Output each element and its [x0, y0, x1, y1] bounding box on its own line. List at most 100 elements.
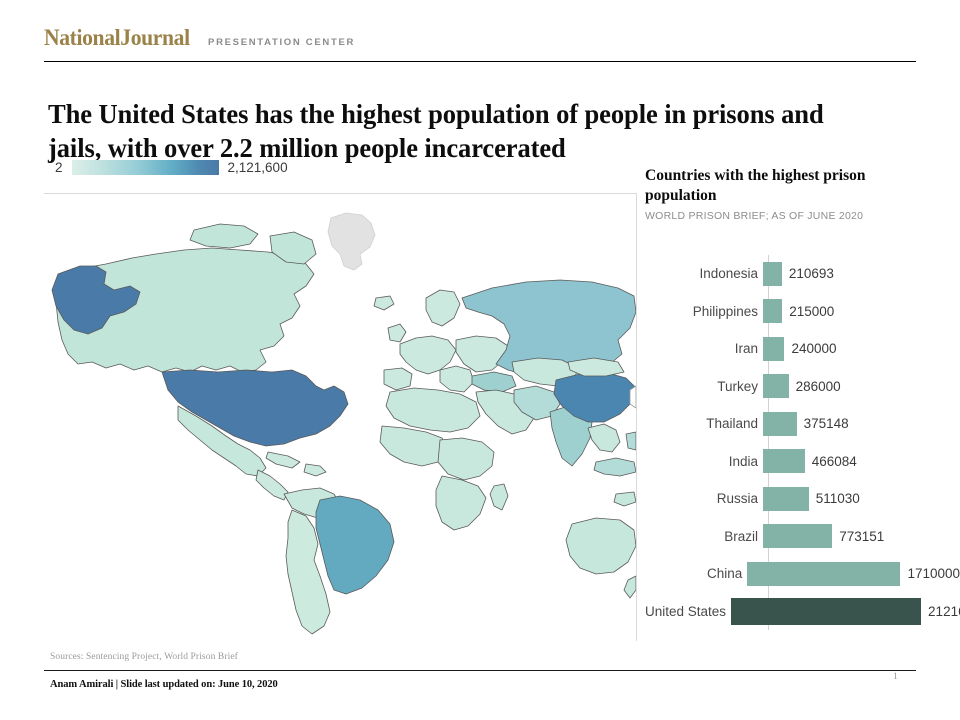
- map-country-brazil: [315, 495, 395, 595]
- bar-row[interactable]: United States 2121600: [645, 593, 960, 631]
- bar-fill[interactable]: [763, 449, 805, 474]
- map-country-canada-arctic-islands: [189, 223, 259, 249]
- map-country-southeast-asia: [587, 423, 621, 453]
- bar-category-label: Brazil: [724, 528, 758, 544]
- map-country-central-america: [255, 469, 289, 501]
- bar-track: 773151: [763, 518, 960, 556]
- chart-axis-line: [768, 255, 769, 630]
- prison-population-bar-chart: Indonesia 210693 Philippines 215000 Iran 2400…: [645, 255, 960, 630]
- map-country-western-europe: [399, 335, 457, 375]
- map-country-iceland: [373, 295, 395, 311]
- bar-track: 210693: [763, 255, 960, 293]
- logo-wordmark: NationalJournal: [44, 25, 190, 50]
- map-country-greenland: [327, 212, 376, 271]
- map-country-andes-southern-cone: [285, 509, 331, 635]
- chart-header: Countries with the highest prison popula…: [645, 166, 955, 222]
- bar-value-label: 240000: [791, 341, 837, 357]
- map-country-indonesia: [593, 457, 636, 477]
- bar-value-label: 466084: [811, 453, 857, 469]
- legend-min-label: 2: [55, 159, 63, 175]
- bar-track: 466084: [763, 443, 960, 481]
- map-country-papua-new-guinea: [613, 491, 636, 507]
- bar-category-label: Iran: [734, 341, 758, 357]
- bar-category-label: India: [728, 453, 758, 469]
- bar-fill[interactable]: [763, 261, 782, 286]
- map-country-australia: [565, 517, 636, 575]
- bar-row[interactable]: Brazil 773151: [645, 518, 960, 556]
- bar-track: 215000: [763, 293, 960, 331]
- bar-track: 240000: [763, 330, 960, 368]
- map-country-turkey: [471, 371, 517, 393]
- logo-tagline: PRESENTATION CENTER: [208, 37, 356, 48]
- bar-category-label: Philippines: [692, 303, 758, 319]
- bar-fill[interactable]: [731, 597, 922, 625]
- world-choropleth-map[interactable]: [44, 194, 636, 641]
- map-color-legend: 2 2,121,600: [55, 160, 288, 175]
- bar-value-label: 286000: [795, 378, 841, 394]
- map-country-madagascar: [489, 483, 509, 511]
- map-country-new-zealand: [623, 575, 636, 599]
- bar-category-label: Turkey: [717, 378, 758, 394]
- map-country-hispaniola: [303, 463, 327, 477]
- legend-gradient-bar: [71, 160, 219, 175]
- slide-header: NationalJournal PRESENTATION CENTER: [44, 26, 916, 62]
- bar-row[interactable]: China 1710000: [645, 555, 960, 593]
- bar-category-label: Russia: [716, 491, 758, 507]
- sources-note: Sources: Sentencing Project, World Priso…: [50, 652, 238, 662]
- map-country-southern-africa: [435, 475, 487, 531]
- bar-value-label: 2121600: [928, 603, 960, 619]
- brand-logo: NationalJournal PRESENTATION CENTER: [44, 26, 916, 49]
- panel-divider: [636, 193, 637, 641]
- bar-fill[interactable]: [763, 299, 783, 324]
- map-country-alaska: [51, 265, 141, 335]
- page-number: 1: [893, 672, 898, 682]
- map-country-japan: [629, 385, 636, 409]
- chart-subtitle: WORLD PRISON BRIEF; AS OF JUNE 2020: [645, 209, 864, 222]
- bar-row[interactable]: India 466084: [645, 443, 960, 481]
- bar-row[interactable]: Indonesia 210693: [645, 255, 960, 293]
- bar-value-label: 375148: [803, 416, 849, 432]
- bar-fill[interactable]: [763, 524, 833, 549]
- bar-row[interactable]: Thailand 375148: [645, 405, 960, 443]
- bar-fill[interactable]: [763, 486, 809, 511]
- map-country-united-states: [161, 369, 349, 447]
- bar-row[interactable]: Turkey 286000: [645, 368, 960, 406]
- bar-fill[interactable]: [763, 336, 785, 361]
- map-country-scandinavia: [425, 289, 461, 327]
- bar-row[interactable]: Iran 240000: [645, 330, 960, 368]
- bar-fill[interactable]: [763, 411, 797, 436]
- bar-track: 286000: [763, 368, 960, 406]
- bar-category-label: Thailand: [706, 416, 758, 432]
- bar-track: 511030: [763, 480, 960, 518]
- bar-category-label: China: [707, 566, 743, 582]
- bar-value-label: 210693: [788, 266, 834, 282]
- page-title: The United States has the highest popula…: [48, 98, 824, 163]
- map-country-canada: [55, 247, 315, 373]
- map-country-philippines: [625, 431, 636, 451]
- chart-title: Countries with the highest prison popula…: [645, 167, 866, 204]
- bar-track: 375148: [763, 405, 960, 443]
- map-country-cuba: [265, 451, 301, 469]
- bar-fill[interactable]: [747, 561, 901, 586]
- bar-category-label: United States: [645, 603, 727, 619]
- bar-track: 2121600: [731, 593, 960, 631]
- bar-value-label: 215000: [789, 303, 835, 319]
- bar-category-label: Indonesia: [699, 266, 758, 282]
- map-country-canada-baffin: [269, 231, 317, 265]
- map-country-uk: [387, 323, 407, 343]
- bar-row[interactable]: Russia 511030: [645, 480, 960, 518]
- map-country-central-east-africa: [437, 437, 495, 481]
- world-map-panel: [44, 193, 636, 641]
- bar-track: 1710000: [747, 555, 960, 593]
- map-country-eastern-europe: [455, 335, 509, 373]
- header-divider: [44, 61, 916, 62]
- footer-credit: Anam Amirali | Slide last updated on: Ju…: [50, 679, 278, 690]
- map-country-mongolia: [567, 357, 625, 377]
- map-country-iberia: [383, 367, 413, 391]
- legend-max-label: 2,121,600: [227, 159, 288, 175]
- footer-divider: [44, 670, 916, 671]
- bar-fill[interactable]: [763, 374, 789, 399]
- bar-row[interactable]: Philippines 215000: [645, 293, 960, 331]
- map-country-italy-balkans: [439, 365, 475, 393]
- bar-value-label: 773151: [839, 528, 885, 544]
